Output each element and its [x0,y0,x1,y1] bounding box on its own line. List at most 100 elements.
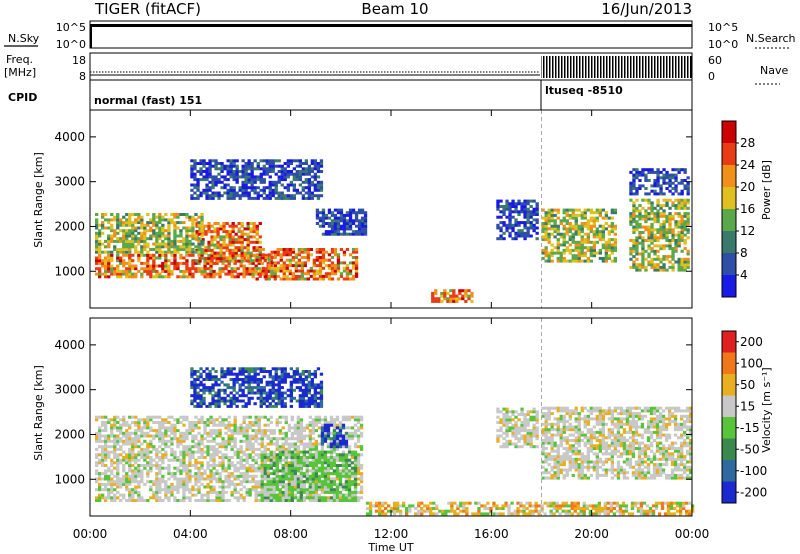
data-cell [232,178,236,182]
data-cell [250,167,254,171]
data-cell [218,480,222,484]
data-cell [653,233,657,237]
data-cell [215,272,219,276]
data-cell [307,191,311,195]
data-cell [686,222,690,226]
data-cell [182,431,186,435]
data-cell [674,220,678,224]
data-cell [308,429,312,433]
data-cell [449,289,453,293]
data-cell [98,239,102,243]
data-cell [137,480,141,484]
data-cell [230,461,234,465]
data-cell [316,175,321,179]
data-cell [309,274,313,278]
data-cell [662,192,666,196]
data-cell [125,439,129,443]
data-cell [245,453,249,457]
data-cell [197,248,201,251]
data-cell [272,456,276,459]
data-cell [674,244,678,248]
data-cell [182,477,186,481]
data-cell [134,499,138,502]
data-cell [221,437,225,441]
data-cell [298,172,302,176]
data-cell [354,219,359,223]
data-cell [327,274,332,278]
data-cell [255,230,259,234]
data-cell [206,485,210,489]
data-cell [176,429,180,433]
data-cell [146,259,150,263]
data-cell [234,246,238,250]
data-cell [206,477,210,481]
data-cell [306,272,310,276]
data-cell [143,261,147,265]
data-cell [143,242,147,246]
data-cell [336,266,341,270]
data-cell [272,450,276,454]
data-cell [559,222,563,225]
data-cell [190,175,194,179]
data-cell [326,477,331,481]
data-cell [327,264,332,268]
data-cell [653,249,657,253]
data-cell [242,426,246,430]
data-cell [214,191,218,195]
data-cell [235,159,239,163]
data-cell [101,464,105,467]
data-cell [314,447,318,451]
data-cell [197,215,201,219]
data-cell [671,168,675,172]
data-cell [214,159,218,163]
data-cell [318,266,323,270]
data-cell [317,415,322,419]
data-cell [279,258,283,262]
data-cell [662,247,666,251]
data-cell [550,259,554,263]
data-cell [680,228,684,232]
data-cell [677,206,681,210]
data-cell [665,173,669,177]
data-cell [556,251,560,255]
data-cell [107,221,111,225]
data-cell [323,461,328,465]
data-cell [257,256,261,260]
data-cell [327,222,332,225]
data-cell [347,485,352,489]
data-cell [674,179,678,182]
data-cell [342,216,347,220]
data-cell [158,464,162,467]
data-cell [532,226,536,230]
data-cell [248,269,252,273]
data-cell [321,213,326,217]
data-cell [214,164,218,168]
data-cell [320,458,325,462]
data-cell [496,223,500,227]
data-cell [274,188,278,192]
data-cell [194,466,198,470]
data-cell [182,496,186,500]
data-cell [128,466,132,470]
data-cell [282,277,286,281]
data-cell [320,453,325,457]
data-cell [281,426,285,430]
data-cell [574,243,578,247]
data-cell [98,234,102,238]
data-cell [668,179,672,182]
data-cell [571,208,575,212]
data-cell [119,250,123,254]
data-cell [143,267,147,271]
data-cell [191,218,195,222]
data-cell [283,170,287,173]
data-cell [286,188,290,192]
data-cell [167,223,171,227]
data-cell [607,243,611,247]
data-cell [238,188,242,192]
data-cell [353,469,358,473]
data-cell [125,421,129,424]
data-cell [228,232,232,236]
data-cell [237,248,241,252]
data-cell [333,222,338,225]
data-cell [263,461,267,465]
